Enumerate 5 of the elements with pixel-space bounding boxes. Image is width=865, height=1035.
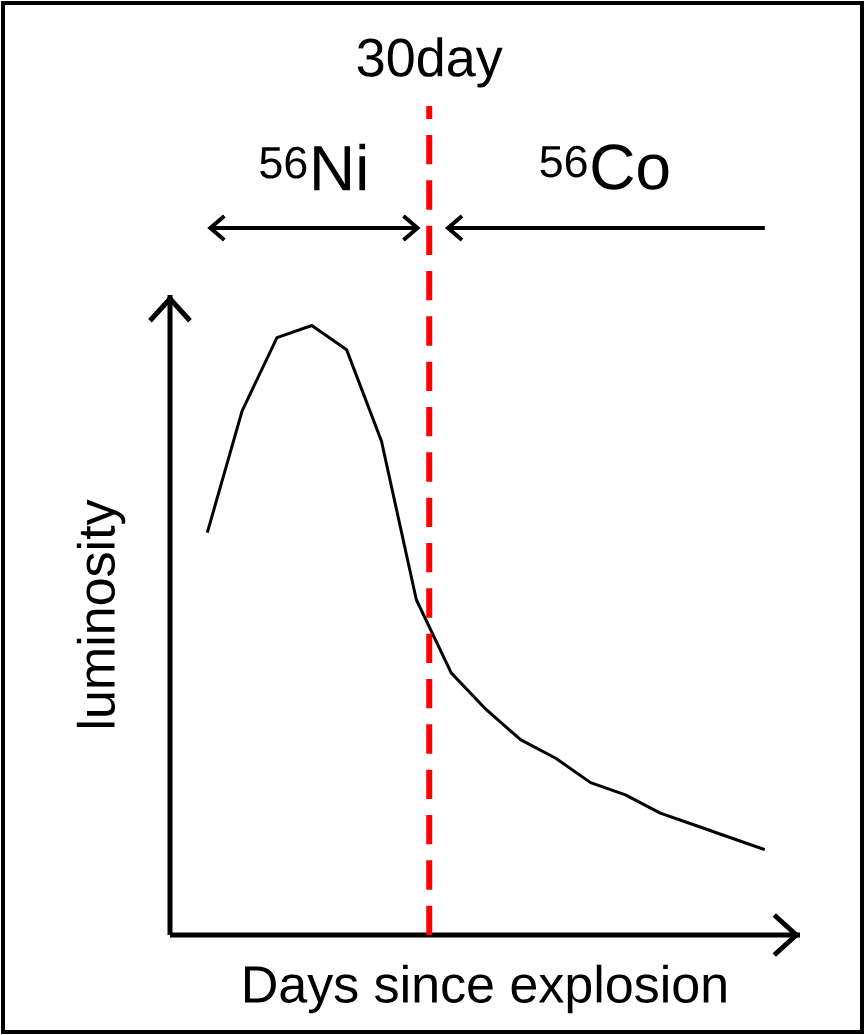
y-axis-title: luminosity <box>76 499 126 728</box>
x-axis-title: Days since explosion <box>245 964 726 1014</box>
text: $^{56}$Ni <box>260 143 366 191</box>
text: $^{56}$Co <box>540 144 669 190</box>
text: 30day <box>357 37 503 88</box>
